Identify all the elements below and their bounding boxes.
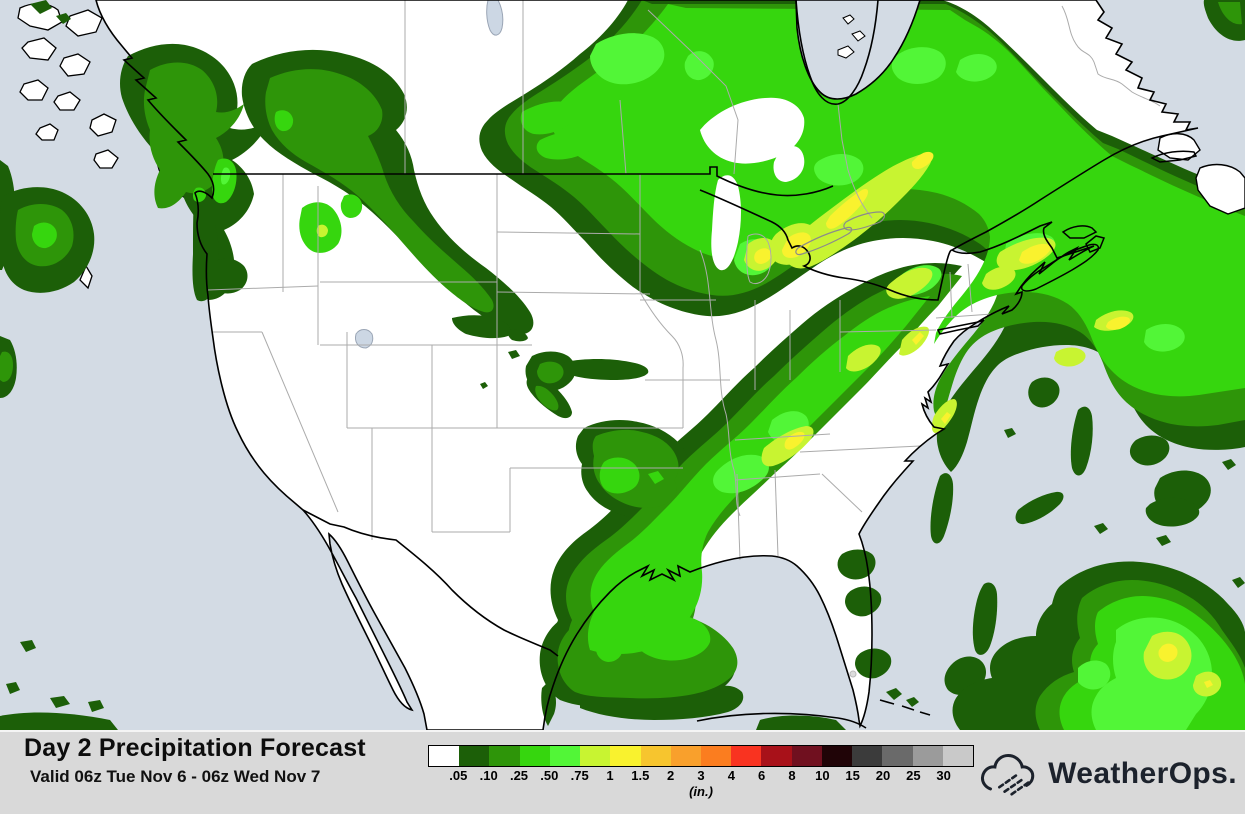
newfoundland-islands <box>1157 133 1245 215</box>
state-borders <box>207 0 1161 561</box>
legend-segment <box>912 746 943 766</box>
legend-tick-label: 30 <box>936 768 951 783</box>
legend-segment <box>700 746 732 766</box>
legend-segment <box>731 746 762 766</box>
legend-segment <box>429 746 460 766</box>
legend-segment <box>852 746 883 766</box>
legend-segment <box>761 746 792 766</box>
long-island-outline <box>936 319 985 335</box>
legend-tick-label: 3 <box>697 768 705 783</box>
legend-tick-label: 2 <box>667 768 675 783</box>
outline-features <box>795 150 1198 335</box>
us-canada-border <box>213 166 834 197</box>
legend-segment <box>791 746 822 766</box>
labrador-land <box>1060 0 1192 134</box>
legend-tick-label: .05 <box>449 768 468 783</box>
legend-segment <box>459 746 490 766</box>
precip-contours <box>0 0 1245 730</box>
legend-tick-label: 20 <box>875 768 891 783</box>
prince-edward-island-outline <box>1061 225 1098 239</box>
logo-wordmark: WeatherOps. <box>1048 757 1237 791</box>
legend-segment <box>519 746 550 766</box>
legend-segment <box>821 746 853 766</box>
cuba-coast <box>696 712 867 729</box>
legend-ticks: .05 .10 .25 .50 .75 1 1.5 2 3 4 6 8 10 15 20 25 30 <box>428 768 974 783</box>
footer-bar: Day 2 Precipitation Forecast Valid 06z T… <box>0 730 1245 814</box>
legend-tick-label: 1 <box>606 768 614 783</box>
legend-tick-label: 8 <box>788 768 796 783</box>
legend-segment <box>640 746 671 766</box>
legend-segment <box>489 746 520 766</box>
legend-tick-label: 10 <box>815 768 830 783</box>
lake-ontario-outline <box>843 211 886 231</box>
labrador-sea <box>1096 0 1245 154</box>
lake-okeechobee <box>849 670 857 678</box>
cloud-icon <box>981 754 1035 796</box>
legend-tick-label: 4 <box>727 768 735 783</box>
country-borders <box>213 166 953 729</box>
legend-segment <box>942 746 973 766</box>
legend-tick-label: .50 <box>540 768 559 783</box>
page-title: Day 2 Precipitation Forecast <box>24 734 366 762</box>
small-lakes <box>355 0 857 678</box>
lake-winnipeg <box>486 0 504 36</box>
cape-breton-outline <box>1085 235 1106 253</box>
lake-huron <box>773 145 805 182</box>
legend-tick-label: 6 <box>758 768 766 783</box>
legend-tick-label: 1.5 <box>631 768 650 783</box>
valid-period-text: Valid 06z Tue Nov 6 - 06z Wed Nov 7 <box>30 767 321 786</box>
legend-bar <box>428 745 974 767</box>
precip-level-100 <box>754 151 1213 688</box>
legend-units: (in.) <box>689 784 713 799</box>
weatherops-logo: WeatherOps. <box>978 752 1237 796</box>
hudson-bay <box>795 0 921 100</box>
legend-segment <box>882 746 913 766</box>
map-svg <box>0 0 1245 730</box>
logo-brand: WeatherOps <box>1048 757 1229 790</box>
legend-tick-label: 25 <box>906 768 921 783</box>
legend-tick-label: .25 <box>509 768 529 783</box>
great-salt-lake <box>355 329 374 349</box>
legend-tick-label: .10 <box>479 768 498 783</box>
legend-tick-label: 15 <box>845 768 860 783</box>
precipitation-map <box>0 0 1245 730</box>
lake-michigan <box>711 175 741 271</box>
great-lakes <box>700 97 805 271</box>
water-overlays <box>355 0 1245 678</box>
corner-precip-core <box>1218 2 1242 25</box>
legend-segment <box>610 746 641 766</box>
precip-legend: .05 .10 .25 .50 .75 1 1.5 2 3 4 6 8 10 15 20 25 30 (in.) <box>428 745 974 799</box>
legend-tick-label: .75 <box>570 768 589 783</box>
hudson-bay-islands <box>837 14 866 59</box>
nova-scotia-outline <box>1020 243 1100 292</box>
lake-superior <box>700 97 805 164</box>
us-mexico-border <box>302 509 559 657</box>
legend-segment <box>670 746 701 766</box>
logo-period: . <box>1228 757 1237 790</box>
legend-segment <box>549 746 581 766</box>
anticosti-island-outline <box>1150 150 1198 163</box>
legend-segment <box>580 746 611 766</box>
lake-erie-outline <box>795 226 853 256</box>
